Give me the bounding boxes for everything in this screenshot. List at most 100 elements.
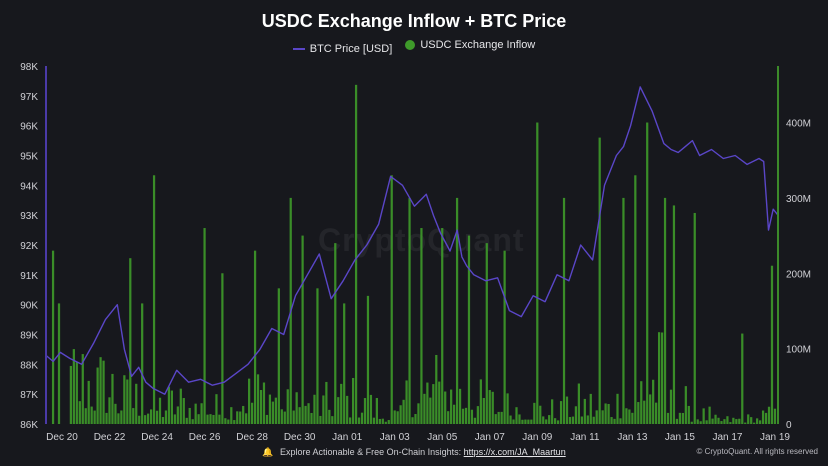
line-swatch-icon [292,48,305,50]
inflow-bar [393,410,396,424]
inflow-bar [506,393,509,424]
inflow-bar [723,419,726,424]
inflow-bar [114,403,117,424]
inflow-bar [51,250,55,424]
inflow-bar [512,419,515,424]
right-axis-tick-label: 100M [786,345,811,356]
right-axis-tick-label: 0 [786,420,792,431]
inflow-bar [467,235,471,424]
inflow-bar [524,419,527,424]
inflow-bar [527,419,530,424]
inflow-bar [328,409,331,424]
x-axis-tick-label: Dec 28 [236,432,268,443]
footer-link[interactable]: https://x.com/JA_Maartun [463,447,566,457]
inflow-bar [473,417,477,424]
inflow-bar [81,354,84,424]
inflow-bar [280,409,283,424]
inflow-bar [738,418,741,424]
inflow-bar [340,383,343,424]
inflow-bar [390,175,393,424]
x-axis-tick-label: Jan 03 [380,432,410,443]
inflow-bar [399,405,402,424]
inflow-bar [185,417,188,424]
inflow-bar [203,228,206,424]
inflow-bar [607,403,610,424]
inflow-bar [476,406,479,424]
inflow-bar [640,381,643,424]
x-axis-tick-label: Dec 20 [46,432,78,443]
inflow-bar [331,416,334,424]
inflow-bar [304,405,307,424]
inflow-bar [595,410,598,424]
inflow-bar [135,383,138,424]
inflow-bar [488,390,491,424]
inflow-bar [236,411,239,424]
inflow-bar [206,414,209,424]
inflow-bar [402,399,405,424]
inflow-bar [179,388,182,424]
inflow-bar [604,403,607,424]
inflow-bar [248,378,251,424]
axes: 86K 87K 88K 89K 90K 91K 92K 93K 94K 95K 96K 97K 98K 0… [20,62,811,443]
inflow-bar [435,354,438,424]
usdc-inflow-bars [51,84,777,425]
inflow-bar [239,411,242,424]
inflow-bar [215,394,218,424]
inflow-bar [167,386,171,424]
inflow-bar [354,84,358,424]
inflow-bar [631,412,634,424]
inflow-bar [343,303,346,424]
inflow-bar [711,418,714,424]
inflow-bar [197,414,200,424]
legend-label-usdc-inflow: USDC Exchange Inflow [420,39,536,51]
inflow-bar [423,393,426,424]
inflow-bar [610,417,613,424]
inflow-bar [141,303,144,424]
inflow-bar [764,412,768,424]
inflow-bar [218,414,221,424]
inflow-bar [381,418,384,424]
inflow-bar [295,392,298,424]
x-axis-tick-label: Jan 11 [570,432,600,443]
inflow-bar [233,420,236,424]
inflow-bar [221,273,224,424]
inflow-bar [574,406,578,424]
inflow-bar [655,402,658,424]
inflow-bar [292,410,295,424]
inflow-bar [307,403,310,424]
inflow-bar [429,397,432,424]
inflow-bar [322,395,325,424]
inflow-bar [461,408,465,424]
right-axis-tick-label: 300M [786,194,811,205]
inflow-bar [301,235,304,424]
inflow-bar [583,398,586,424]
inflow-bar [717,417,720,424]
inflow-bar [536,122,539,425]
inflow-bar [69,365,72,424]
left-axis-tick-label: 89K [20,331,38,342]
inflow-bar [268,394,272,424]
left-axis-tick-label: 95K [20,152,38,163]
x-axis-tick-label: Jan 19 [760,432,790,443]
inflow-bar [120,410,123,424]
inflow-bar [99,357,102,424]
inflow-bar [687,405,690,424]
inflow-bar [598,137,601,424]
inflow-bar [242,405,245,424]
inflow-bar [479,379,482,424]
inflow-bar [194,403,197,424]
inflow-bar [316,288,319,424]
legend-item-btc-price[interactable]: BTC Price [USD] [292,43,392,55]
inflow-bar [637,402,640,424]
inflow-bar [657,332,661,424]
inflow-bar [747,414,750,424]
inflow-bar [714,414,717,424]
inflow-bar [170,390,174,424]
x-axis-tick-label: Jan 15 [665,432,695,443]
inflow-bar [675,418,679,424]
inflow-bar [548,415,551,424]
inflow-bar [375,398,378,424]
inflow-bar [360,412,364,424]
x-axis-tick-label: Dec 26 [189,432,221,443]
legend-item-usdc-inflow[interactable]: USDC Exchange Inflow [405,39,535,51]
